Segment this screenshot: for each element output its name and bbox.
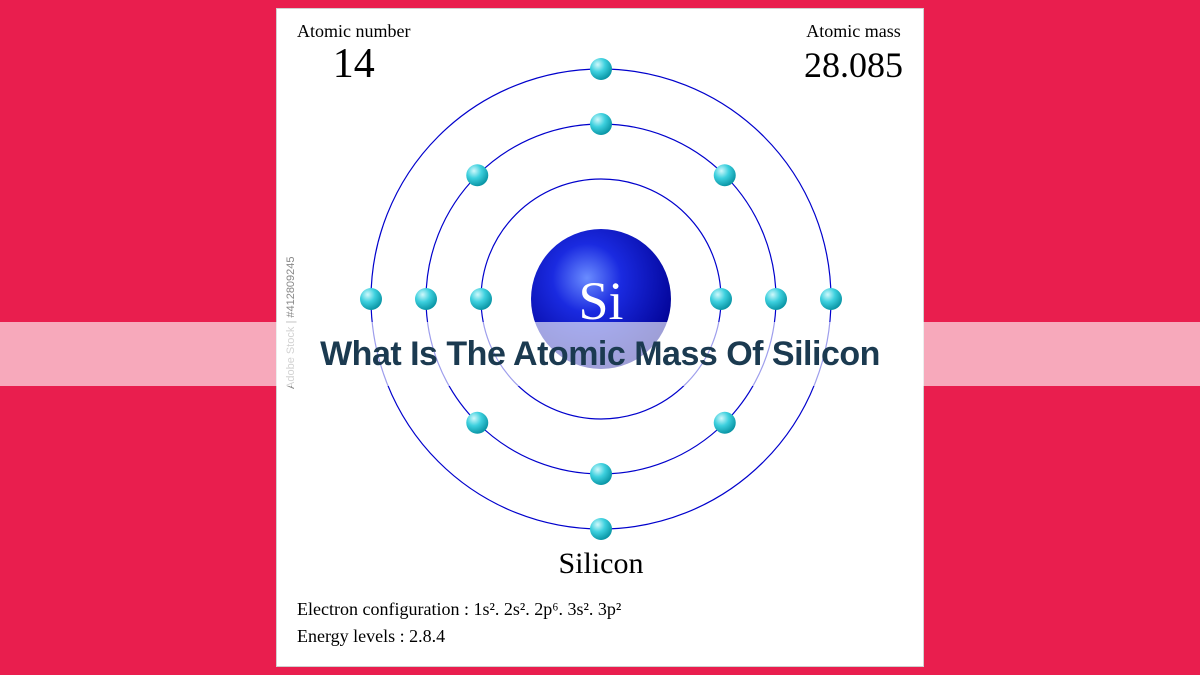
electron [590,463,612,485]
electron-config-line: Electron configuration : 1s². 2s². 2p⁶. … [297,596,621,623]
electron [590,58,612,80]
electron-config-value: 1s². 2s². 2p⁶. 3s². 3p² [473,599,621,619]
energy-levels-value: 2.8.4 [409,626,445,646]
title-overlay-band: What Is The Atomic Mass Of Silicon [0,322,1200,386]
electron [765,288,787,310]
electron [466,412,488,434]
bohr-diagram: Si [277,9,925,569]
electron [714,412,736,434]
electron-config-label: Electron configuration : [297,599,473,619]
energy-levels-label: Energy levels : [297,626,409,646]
electron [820,288,842,310]
config-block: Electron configuration : 1s². 2s². 2p⁶. … [297,596,621,650]
energy-levels-line: Energy levels : 2.8.4 [297,623,621,650]
electron [710,288,732,310]
electron [714,164,736,186]
element-name: Silicon [277,547,925,581]
electron [466,164,488,186]
electron [590,113,612,135]
electron [470,288,492,310]
title-overlay-text: What Is The Atomic Mass Of Silicon [320,335,880,374]
electron [360,288,382,310]
electron [590,518,612,540]
electron [415,288,437,310]
